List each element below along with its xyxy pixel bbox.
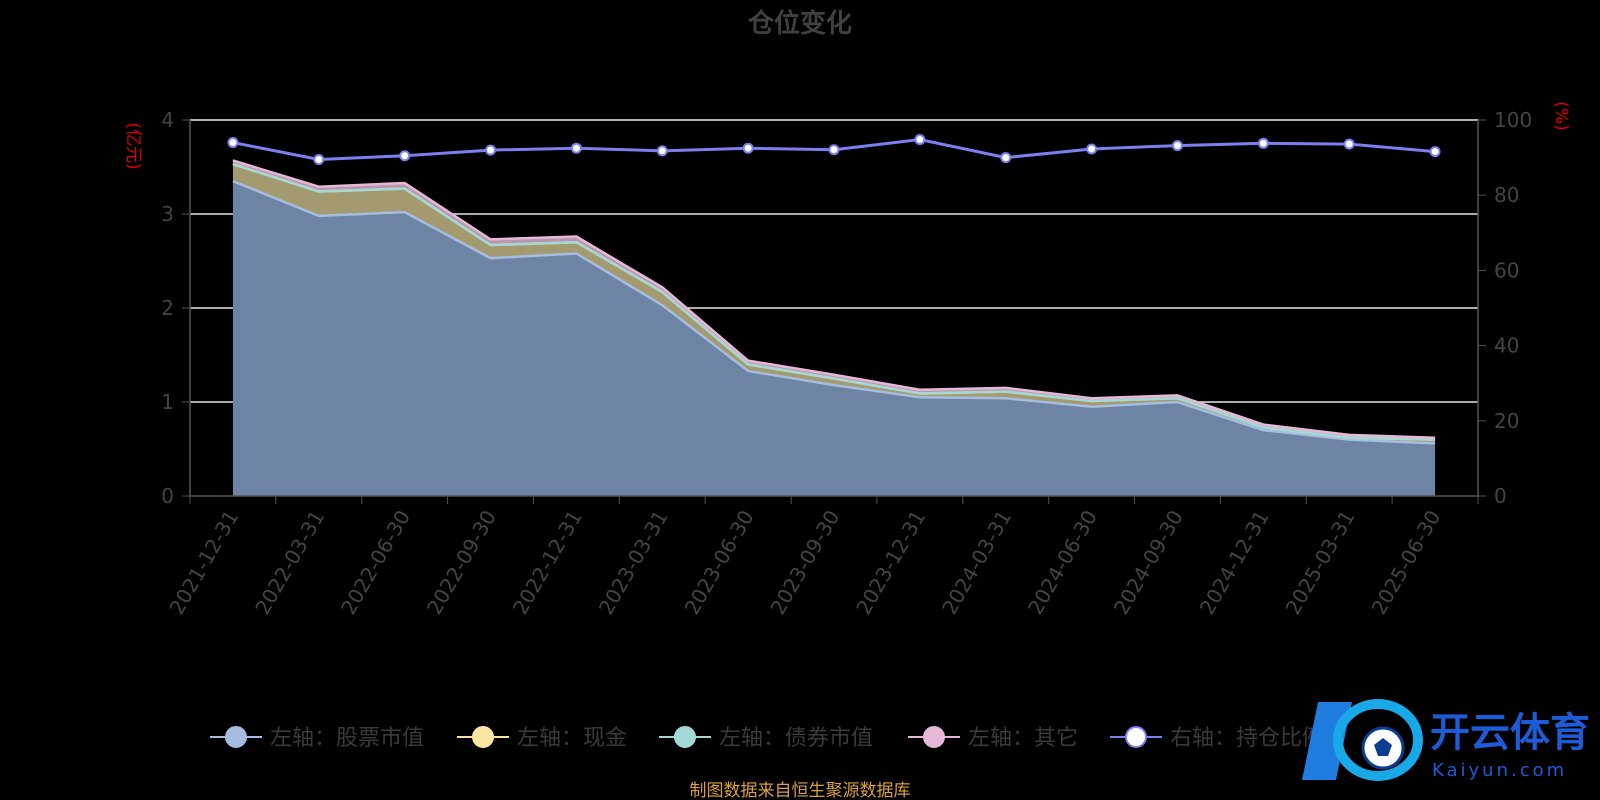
watermark-brand: 开云体育 xyxy=(1430,710,1590,756)
left-axis-tick-label: 2 xyxy=(161,296,174,320)
watermark-logo: 开云体育 Kaiyun.com xyxy=(1302,699,1590,781)
ratio-point xyxy=(914,134,926,146)
x-axis-tick-label: 2023-09-30 xyxy=(765,506,844,619)
left-axis-tick-label: 3 xyxy=(161,202,174,226)
right-axis-tick-label: 80 xyxy=(1494,183,1519,207)
legend-marker xyxy=(472,726,494,748)
x-axis-tick-label: 2022-09-30 xyxy=(422,506,501,619)
x-axis-tick-label: 2022-06-30 xyxy=(336,506,415,619)
ratio-point xyxy=(570,142,582,154)
holding-ratio-line xyxy=(227,134,1441,165)
ratio-point xyxy=(227,137,239,149)
x-axis-tick-label: 2021-12-31 xyxy=(164,506,243,619)
ratio-point xyxy=(485,144,497,156)
ratio-point xyxy=(828,144,840,156)
stacked-areas xyxy=(232,159,1436,496)
kaiyun-logo-icon xyxy=(1302,699,1423,781)
x-axis-tick-label: 2025-06-30 xyxy=(1367,506,1446,619)
right-axis-tick-label: 40 xyxy=(1494,334,1519,358)
watermark-domain: Kaiyun.com xyxy=(1432,760,1567,781)
legend-label: 左轴：其它 xyxy=(968,726,1078,751)
area-top-line-左轴：其它 xyxy=(232,159,1436,439)
ratio-point xyxy=(1429,146,1441,158)
left-axis-unit: (亿元) xyxy=(123,122,143,169)
right-axis-tick-label: 20 xyxy=(1494,409,1519,433)
legend: 左轴：股票市值 左轴：现金 左轴：债券市值 左轴：其它 右轴：持仓比例 xyxy=(210,726,1324,751)
ratio-point xyxy=(1000,152,1012,164)
right-axis-unit: (%) xyxy=(1551,101,1571,130)
legend-marker xyxy=(1125,726,1147,748)
x-axis-tick-label: 2025-03-31 xyxy=(1281,506,1360,619)
ratio-point xyxy=(1086,143,1098,155)
area-左轴：股票市值 xyxy=(232,181,1436,496)
x-axis-tick-label: 2023-12-31 xyxy=(851,506,930,619)
right-axis-tick-label: 60 xyxy=(1494,258,1519,282)
legend-label: 右轴：持仓比例 xyxy=(1170,726,1324,751)
left-axis-tick-label: 0 xyxy=(161,484,174,508)
x-axis-tick-label: 2023-03-31 xyxy=(594,506,673,619)
area-top-line-左轴：股票市值 xyxy=(232,179,1436,445)
ratio-point xyxy=(313,153,325,165)
area-左轴：其它 xyxy=(232,160,1436,440)
right-axis-tick-label: 100 xyxy=(1494,108,1532,132)
left-axis-tick-label: 1 xyxy=(161,390,174,414)
ratio-point xyxy=(742,142,754,154)
legend-marker xyxy=(225,726,247,748)
legend-marker xyxy=(674,726,696,748)
area-左轴：现金 xyxy=(232,164,1436,444)
area-top-line-左轴：债券市值 xyxy=(232,162,1436,441)
ratio-point xyxy=(1171,140,1183,152)
x-axis-tick-label: 2024-06-30 xyxy=(1023,506,1102,619)
x-axis-tick-label: 2024-12-31 xyxy=(1195,506,1274,619)
x-axis-tick-label: 2024-03-31 xyxy=(937,506,1016,619)
x-axis-tick-label: 2023-06-30 xyxy=(680,506,759,619)
legend-marker xyxy=(923,726,945,748)
ratio-point xyxy=(1343,138,1355,150)
chart-title: 仓位变化 xyxy=(747,8,852,39)
legend-label: 左轴：现金 xyxy=(517,726,627,751)
data-source-note: 制图数据来自恒生聚源数据库 xyxy=(690,781,911,800)
left-axis-tick-label: 4 xyxy=(161,108,174,132)
ratio-point xyxy=(656,145,668,157)
legend-label: 左轴：股票市值 xyxy=(270,726,424,751)
ratio-point xyxy=(399,150,411,162)
x-axis-tick-label: 2024-09-30 xyxy=(1109,506,1188,619)
right-axis-tick-label: 0 xyxy=(1494,484,1507,508)
legend-label: 左轴：债券市值 xyxy=(719,726,873,751)
x-axis-tick-label: 2022-03-31 xyxy=(250,506,329,619)
x-axis-tick-label: 2022-12-31 xyxy=(508,506,587,619)
ratio-point xyxy=(1257,137,1269,149)
